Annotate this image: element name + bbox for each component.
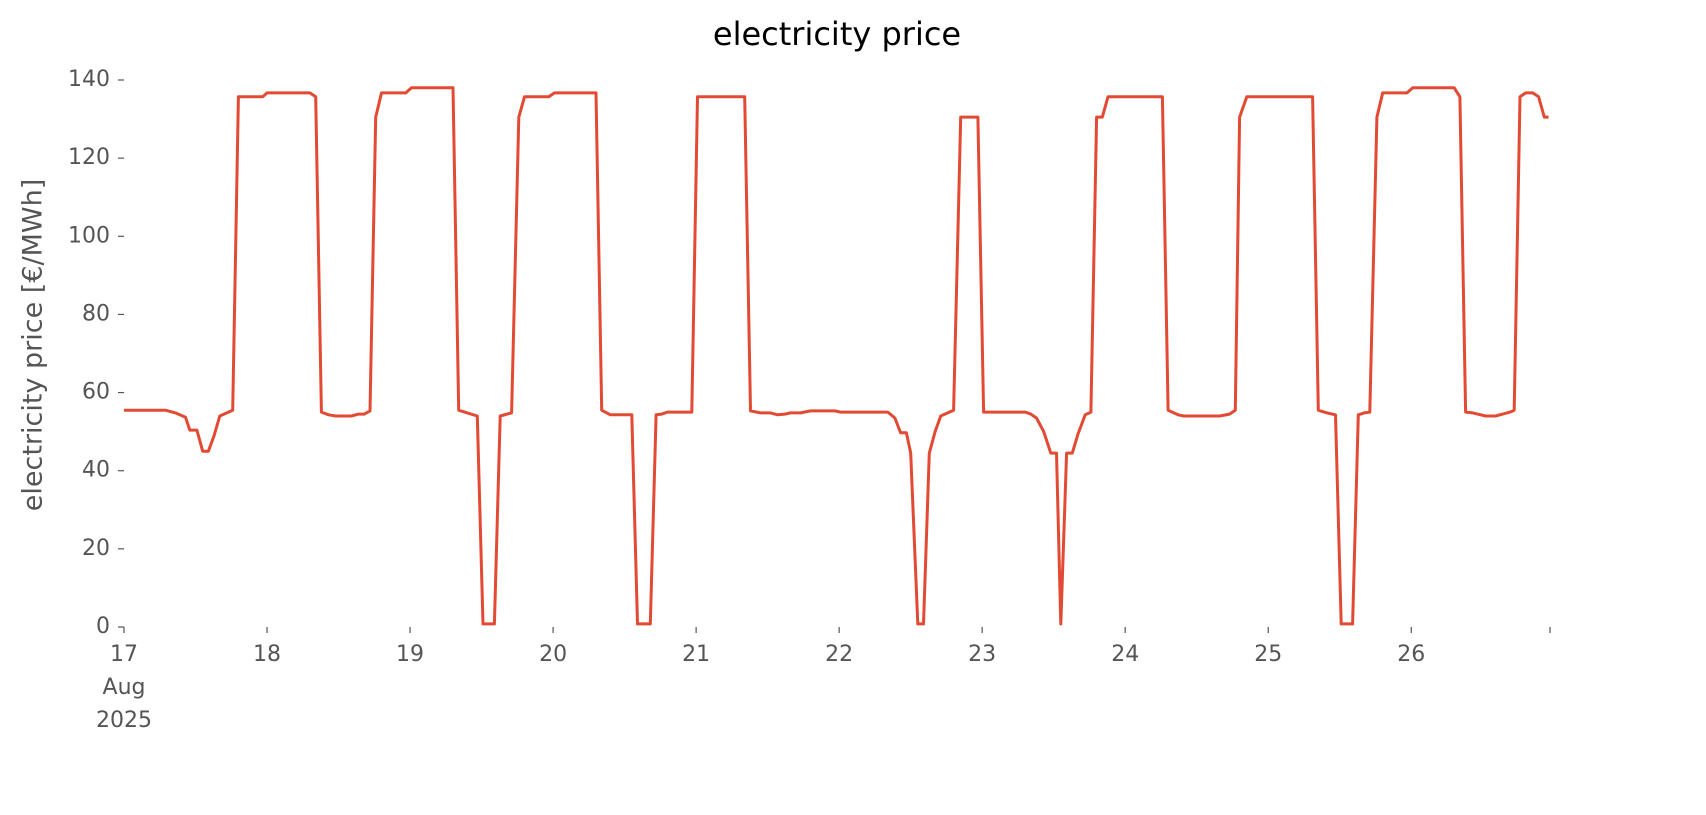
- chart-title: electricity price: [713, 15, 961, 53]
- x-tick-label: 23: [968, 642, 996, 667]
- y-tick-label: 20: [82, 536, 110, 561]
- y-tick-label: 80: [82, 301, 110, 326]
- x-tick-label: 25: [1254, 642, 1282, 667]
- price-line: [124, 86, 1549, 626]
- y-tick-label: 40: [82, 458, 110, 483]
- x-tick-label: 19: [396, 642, 424, 667]
- x-tick-label: 21: [682, 642, 710, 667]
- x-tick-label: 18: [253, 642, 281, 667]
- x-tick-label: 26: [1397, 642, 1425, 667]
- x-tick-label: 22: [825, 642, 853, 667]
- x-tick-label: 20: [539, 642, 567, 667]
- y-tick-label: 0: [96, 614, 110, 639]
- y-tick-label: 100: [68, 223, 110, 248]
- y-tick-label: 140: [68, 67, 110, 92]
- x-tick-label: 17 Aug 2025: [96, 642, 152, 733]
- y-tick-label: 120: [68, 145, 110, 170]
- x-tick-label: 24: [1111, 642, 1139, 667]
- y-tick-label: 60: [82, 380, 110, 405]
- y-axis-label: electricity price [€/MWh]: [18, 179, 49, 511]
